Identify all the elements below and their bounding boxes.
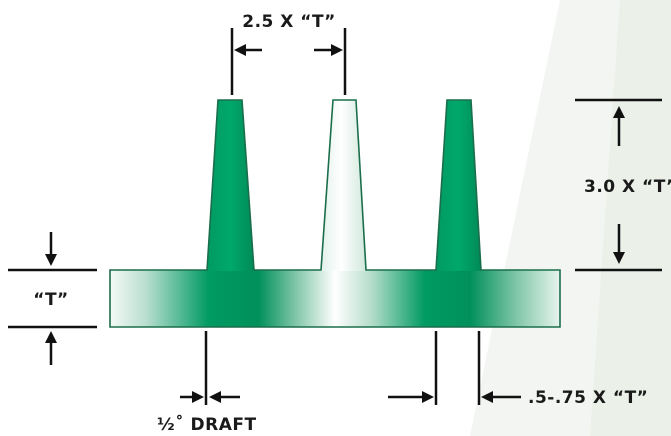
base-thickness-dimension — [388, 331, 521, 405]
background-accent-dark — [590, 0, 671, 436]
part-outline — [109, 99, 561, 328]
rib-left — [207, 100, 254, 271]
rib-height-dimension — [575, 98, 662, 272]
rib-height-label: 3.0 X “T” — [584, 177, 671, 197]
base-thickness-label: .5-.75 X “T” — [528, 388, 648, 408]
rib-center — [321, 100, 366, 271]
draft-dimension — [180, 331, 240, 405]
wall-thickness-label: “T” — [33, 290, 68, 310]
rib-spacing-label: 2.5 X “T” — [242, 12, 336, 32]
rib-spacing-dimension — [230, 28, 347, 95]
wall-thickness-dimension — [8, 232, 97, 365]
base-wall — [110, 270, 560, 327]
draft-label: ½˚ DRAFT — [157, 413, 257, 435]
rib-right — [436, 100, 481, 271]
part-profile — [109, 99, 561, 328]
